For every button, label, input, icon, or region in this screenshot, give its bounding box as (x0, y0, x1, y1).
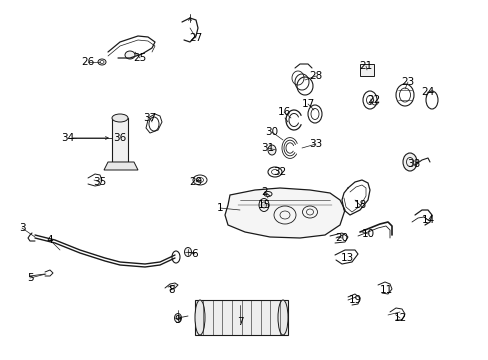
Ellipse shape (125, 51, 135, 59)
Text: 13: 13 (340, 253, 353, 263)
Ellipse shape (278, 300, 287, 335)
Text: 18: 18 (353, 200, 366, 210)
Ellipse shape (112, 114, 128, 122)
Text: 12: 12 (392, 313, 406, 323)
Text: 22: 22 (366, 95, 380, 105)
Text: 11: 11 (379, 285, 392, 295)
Text: 33: 33 (309, 139, 322, 149)
Text: 34: 34 (61, 133, 75, 143)
Ellipse shape (402, 153, 416, 171)
Text: 31: 31 (261, 143, 274, 153)
Text: 36: 36 (113, 133, 126, 143)
Text: 8: 8 (168, 285, 175, 295)
Text: 20: 20 (335, 233, 348, 243)
Polygon shape (112, 118, 128, 162)
Ellipse shape (267, 145, 275, 155)
Text: 27: 27 (189, 33, 202, 43)
Text: 37: 37 (143, 113, 156, 123)
Text: 14: 14 (421, 215, 434, 225)
Text: 21: 21 (359, 61, 372, 71)
Text: 3: 3 (19, 223, 25, 233)
Text: 6: 6 (191, 249, 198, 259)
Text: 2: 2 (261, 187, 268, 197)
Polygon shape (224, 188, 345, 238)
Text: 32: 32 (273, 167, 286, 177)
Text: 30: 30 (265, 127, 278, 137)
Text: 38: 38 (407, 159, 420, 169)
Polygon shape (359, 64, 373, 76)
Text: 26: 26 (81, 57, 95, 67)
Text: 7: 7 (236, 317, 243, 327)
Ellipse shape (174, 314, 181, 323)
Polygon shape (104, 162, 138, 170)
Text: 1: 1 (216, 203, 223, 213)
Text: 24: 24 (421, 87, 434, 97)
Ellipse shape (195, 300, 204, 335)
Ellipse shape (184, 248, 191, 256)
Text: 16: 16 (277, 107, 290, 117)
Text: 5: 5 (27, 273, 33, 283)
Text: 28: 28 (309, 71, 322, 81)
Text: 17: 17 (301, 99, 314, 109)
Text: 4: 4 (46, 235, 53, 245)
Text: 19: 19 (347, 295, 361, 305)
Polygon shape (195, 300, 287, 335)
Text: 15: 15 (257, 200, 270, 210)
Text: 9: 9 (174, 315, 181, 325)
Text: 23: 23 (401, 77, 414, 87)
Text: 29: 29 (189, 177, 202, 187)
Text: 10: 10 (361, 229, 374, 239)
Text: 35: 35 (93, 177, 106, 187)
Text: 25: 25 (133, 53, 146, 63)
